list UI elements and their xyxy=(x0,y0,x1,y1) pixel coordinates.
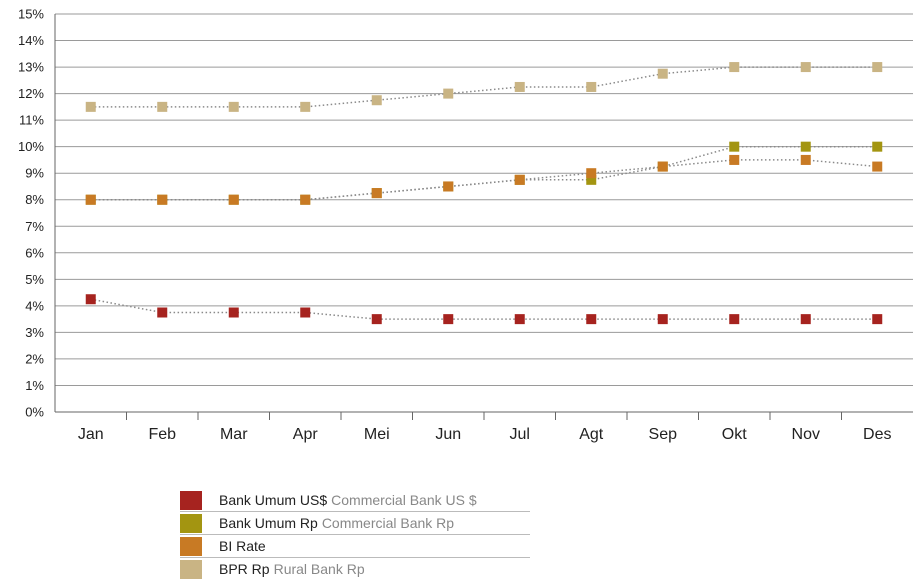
gridlines xyxy=(54,13,913,420)
data-point xyxy=(85,194,96,205)
interest-rate-chart: 0% 1% 2% 3% 4% 5% 6% 7% 8% 9% 10% 11% 12% 13% 14% 15% J… xyxy=(18,7,913,443)
data-point xyxy=(586,81,597,92)
legend-label-en: Rural Bank Rp xyxy=(273,561,365,577)
data-point xyxy=(443,181,454,192)
series-line xyxy=(90,145,878,201)
x-tick-label: Jun xyxy=(435,426,461,443)
series-line xyxy=(90,159,878,201)
series-points xyxy=(85,62,883,325)
x-tick-label: Mei xyxy=(364,426,390,443)
y-tick-label: 0% xyxy=(25,405,44,420)
y-tick-label: 7% xyxy=(25,219,44,234)
data-point xyxy=(800,154,811,165)
data-point xyxy=(371,95,382,106)
y-tick-label: 1% xyxy=(25,378,44,393)
data-point xyxy=(729,314,740,325)
y-tick-label: 6% xyxy=(25,245,44,260)
data-point xyxy=(371,314,382,325)
legend-swatch xyxy=(180,490,202,510)
data-point xyxy=(300,194,311,205)
legend-swatch xyxy=(180,513,202,533)
legend-label: BPR Rp xyxy=(219,561,270,577)
legend-label-en: Commercial Bank US $ xyxy=(331,492,477,508)
data-point xyxy=(514,81,525,92)
data-point xyxy=(872,314,883,325)
data-point xyxy=(586,174,597,185)
x-tick-label: Feb xyxy=(148,426,176,443)
x-tick-label: Okt xyxy=(722,426,747,443)
data-point xyxy=(443,88,454,99)
data-point xyxy=(300,307,311,318)
data-point xyxy=(657,161,668,172)
y-tick-label: 5% xyxy=(25,272,44,287)
x-tick-label: Des xyxy=(863,426,891,443)
x-tick-label: Agt xyxy=(579,426,604,443)
data-point xyxy=(85,294,96,305)
data-point xyxy=(157,307,168,318)
y-tick-label: 3% xyxy=(25,325,44,340)
legend-item-bi-rate[interactable]: BI Rate xyxy=(180,535,530,558)
data-point xyxy=(228,194,239,205)
x-axis-ticks: Jan Feb Mar Apr Mei Jun Jul Agt Sep Okt Nov Des xyxy=(78,426,892,443)
data-point xyxy=(586,314,597,325)
x-tick-label: Apr xyxy=(293,426,319,443)
x-tick-label: Mar xyxy=(220,426,248,443)
data-point xyxy=(228,307,239,318)
data-point xyxy=(729,154,740,165)
x-tick-label: Nov xyxy=(792,426,820,443)
data-point xyxy=(157,194,168,205)
legend-swatch xyxy=(180,559,202,579)
legend-swatch xyxy=(180,536,202,556)
data-point xyxy=(657,314,668,325)
data-point xyxy=(800,314,811,325)
data-point xyxy=(657,68,668,79)
y-tick-label: 10% xyxy=(18,139,44,154)
y-tick-label: 13% xyxy=(18,60,44,75)
data-point xyxy=(300,101,311,112)
legend-item-bank-umum-rp[interactable]: Bank Umum Rp Commercial Bank Rp xyxy=(180,512,530,535)
data-point xyxy=(85,101,96,112)
data-point xyxy=(443,314,454,325)
series-lines xyxy=(90,66,878,320)
x-tick-label: Jan xyxy=(78,426,104,443)
series-line xyxy=(90,66,878,108)
x-tick-label: Sep xyxy=(649,426,678,443)
data-point xyxy=(729,62,740,73)
legend-label-en: Commercial Bank Rp xyxy=(321,515,455,531)
legend-item-bank-umum-usd[interactable]: Bank Umum US$ Commercial Bank US $ xyxy=(180,489,530,512)
data-point xyxy=(157,101,168,112)
y-tick-label: 14% xyxy=(18,33,44,48)
data-point xyxy=(514,314,525,325)
y-tick-label: 11% xyxy=(19,113,44,128)
legend-label: BI Rate xyxy=(219,538,266,554)
y-axis-ticks: 0% 1% 2% 3% 4% 5% 6% 7% 8% 9% 10% 11% 12% 13% 14% 15% xyxy=(18,7,44,420)
data-point xyxy=(514,174,525,185)
legend-label: Bank Umum US$ xyxy=(219,492,328,508)
data-point xyxy=(800,141,811,152)
data-point xyxy=(228,101,239,112)
y-tick-label: 12% xyxy=(18,86,44,101)
data-point xyxy=(371,188,382,199)
legend: Bank Umum US$ Commercial Bank US $ Bank … xyxy=(180,489,530,580)
y-tick-label: 4% xyxy=(25,298,44,313)
x-tick-label: Jul xyxy=(510,426,530,443)
legend-item-bpr-rp[interactable]: BPR Rp Rural Bank Rp xyxy=(180,558,530,580)
data-point xyxy=(729,141,740,152)
y-tick-label: 15% xyxy=(18,7,44,22)
y-tick-label: 8% xyxy=(25,192,44,207)
data-point xyxy=(872,161,883,172)
series-line xyxy=(90,298,878,320)
data-point xyxy=(586,168,597,179)
legend-label: Bank Umum Rp xyxy=(219,515,318,531)
data-point xyxy=(872,141,883,152)
y-tick-label: 2% xyxy=(25,351,44,366)
y-tick-label: 9% xyxy=(25,166,44,181)
data-point xyxy=(800,62,811,73)
data-point xyxy=(872,62,883,73)
